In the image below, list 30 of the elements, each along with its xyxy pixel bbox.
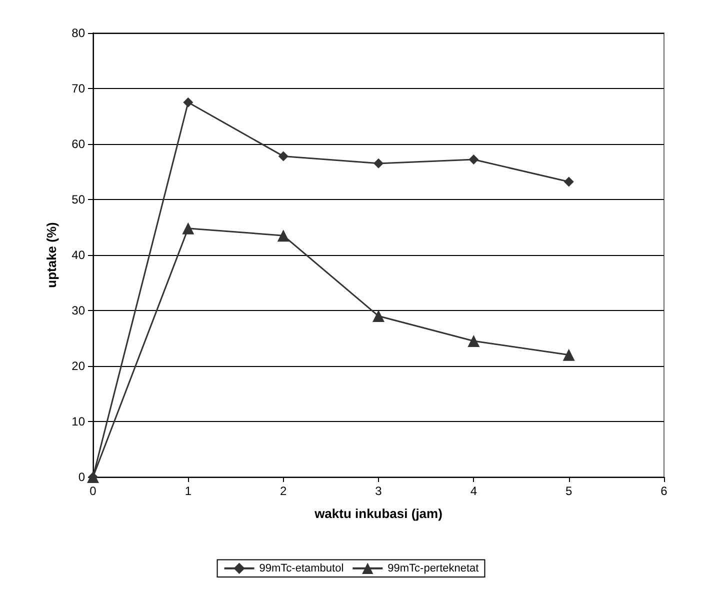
y-tick-label: 40 bbox=[72, 248, 86, 262]
y-tick-label: 30 bbox=[72, 304, 86, 318]
x-axis-title: waktu inkubasi (jam) bbox=[314, 506, 442, 521]
y-tick-label: 0 bbox=[78, 470, 86, 484]
point bbox=[278, 151, 288, 162]
point bbox=[277, 230, 290, 242]
y-axis-title: uptake (%) bbox=[44, 222, 59, 288]
x-tick-label: 4 bbox=[470, 484, 478, 498]
x-tick-label: 2 bbox=[280, 484, 287, 498]
x-tick-label: 3 bbox=[375, 484, 382, 498]
y-tick-label: 20 bbox=[72, 359, 86, 373]
point bbox=[468, 154, 479, 165]
x-tick-label: 1 bbox=[184, 484, 192, 498]
y-tick-label: 10 bbox=[72, 414, 86, 428]
y-tick-label: 60 bbox=[72, 137, 86, 151]
point bbox=[564, 176, 574, 187]
legend-label: 99mTc-perteknetat bbox=[388, 562, 479, 574]
y-tick-label: 70 bbox=[72, 82, 86, 96]
point bbox=[372, 310, 384, 322]
point bbox=[562, 348, 575, 361]
point bbox=[374, 158, 384, 168]
x-tick-label: 5 bbox=[565, 484, 572, 498]
point bbox=[183, 97, 194, 108]
x-tick-label: 0 bbox=[90, 484, 97, 498]
y-tick-label: 50 bbox=[72, 192, 86, 206]
y-tick-label: 80 bbox=[72, 26, 86, 40]
point bbox=[182, 222, 194, 234]
legend-label: 99mTc-etambutol bbox=[259, 562, 344, 574]
x-tick-label: 6 bbox=[660, 484, 668, 498]
point bbox=[468, 335, 480, 348]
